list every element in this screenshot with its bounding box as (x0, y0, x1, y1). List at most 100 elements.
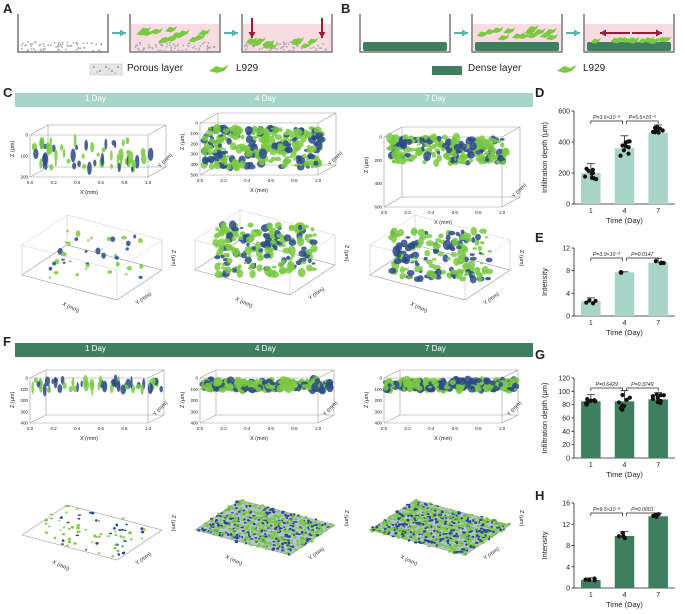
cell-blob (305, 521, 308, 525)
pore (193, 45, 196, 48)
cell-blob (223, 522, 227, 525)
cell-blob (114, 533, 118, 537)
cell-blob (411, 140, 416, 143)
pore (147, 43, 150, 46)
cell-blob (123, 540, 127, 543)
cell-blob (465, 543, 468, 546)
tick-label: 1.0 (315, 426, 322, 431)
cell-blob (413, 541, 418, 544)
cell-blob (49, 137, 53, 145)
cell-blob (271, 130, 278, 137)
cell-blob (283, 234, 292, 242)
cell-blob (330, 525, 334, 528)
cell-blob (283, 159, 291, 163)
cell-blob (315, 132, 324, 138)
cell-blob (222, 511, 225, 514)
cell-blob (108, 532, 113, 535)
cell-blob (448, 522, 452, 525)
cell-shape (648, 37, 660, 44)
cell-blob (300, 538, 305, 542)
axis-label-z: Z (μm) (10, 141, 16, 157)
day-label-c-4: 4 Day (255, 94, 276, 103)
cell-blob (263, 519, 268, 522)
pore (173, 47, 176, 50)
tick-label: 0.4 (74, 426, 81, 431)
cell-blob (239, 160, 246, 169)
cell-blob (370, 530, 374, 533)
cell-blob (461, 527, 464, 530)
axis-label-x: X (mm) (51, 559, 70, 572)
cell-blob (479, 149, 485, 153)
cell-blob (276, 385, 283, 393)
cell-blob (448, 230, 456, 236)
cell-blob (60, 543, 65, 545)
cell-blob (398, 535, 401, 537)
cell-blob (226, 376, 235, 385)
cell-blob (218, 245, 225, 253)
cell-blob (310, 540, 314, 543)
data-point (588, 398, 594, 403)
data-point (589, 171, 594, 176)
data-point (616, 400, 622, 405)
cell-blob (247, 149, 252, 153)
pore (287, 43, 290, 46)
cell-blob (484, 534, 487, 537)
cell-shape (533, 28, 546, 35)
cell-blob (135, 384, 141, 390)
cell-blob (462, 553, 467, 556)
bar-day-1 (581, 580, 601, 588)
cell-blob (125, 247, 129, 251)
cell-blob (238, 500, 242, 504)
cell-blob (268, 247, 274, 252)
data-point (627, 139, 632, 144)
cell-blob (47, 525, 51, 528)
pore (59, 43, 62, 46)
pore (325, 48, 328, 51)
sig-bracket (626, 387, 659, 391)
cell-blob (221, 150, 229, 155)
bar-day-1 (581, 301, 601, 316)
p-value-label: P=0.0001 (631, 507, 653, 513)
cell-blob (326, 378, 334, 386)
cell-blob (246, 242, 250, 247)
cell-blob (503, 527, 506, 530)
cell-blob (474, 378, 483, 383)
cell-blob (470, 226, 478, 236)
cell-blob (390, 234, 398, 243)
cell-blob (307, 152, 314, 160)
cell-blob (430, 532, 433, 535)
cell-blob (209, 528, 212, 530)
cell-blob (255, 126, 264, 136)
cell-blob (244, 526, 249, 530)
cell-blob (390, 527, 393, 531)
cell-blob (131, 159, 137, 169)
bar-day-7 (648, 132, 668, 204)
cell-blob (507, 522, 511, 525)
cell-blob (229, 268, 233, 272)
y-tick-label: 600 (558, 109, 570, 116)
cell-blob (424, 525, 428, 527)
cell-blob (463, 522, 467, 526)
p-value-label: P=3.9×10⁻⁴ (593, 252, 621, 258)
cell-shape (660, 36, 672, 43)
cell-blob (439, 519, 443, 523)
cell-blob (460, 536, 463, 539)
cell-blob (252, 522, 256, 526)
sig-bracket (626, 512, 659, 516)
bar-day-4 (614, 272, 635, 316)
data-point (658, 400, 663, 406)
cell-blob (479, 381, 484, 386)
cell-blob (481, 539, 485, 541)
cell-blob (95, 535, 98, 539)
cell-blob (304, 130, 313, 138)
cell-blob (140, 530, 145, 534)
legend-cell-label-b: L929 (583, 63, 606, 74)
cell-blob (223, 525, 226, 528)
cell-blob (269, 543, 273, 547)
cell-blob (392, 245, 401, 257)
axis-label-z: Z (μm) (364, 392, 370, 408)
tick-label: 0.0 (27, 426, 34, 431)
tick-label: 400 (374, 181, 382, 186)
cell-blob (283, 542, 288, 545)
